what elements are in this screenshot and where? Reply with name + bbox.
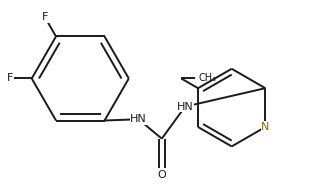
Text: CH₃: CH₃ bbox=[199, 74, 217, 84]
Text: N: N bbox=[261, 122, 269, 132]
Text: F: F bbox=[42, 12, 48, 22]
Text: HN: HN bbox=[130, 114, 147, 124]
Text: O: O bbox=[157, 170, 166, 180]
Text: F: F bbox=[7, 74, 14, 84]
Text: HN: HN bbox=[177, 102, 193, 112]
